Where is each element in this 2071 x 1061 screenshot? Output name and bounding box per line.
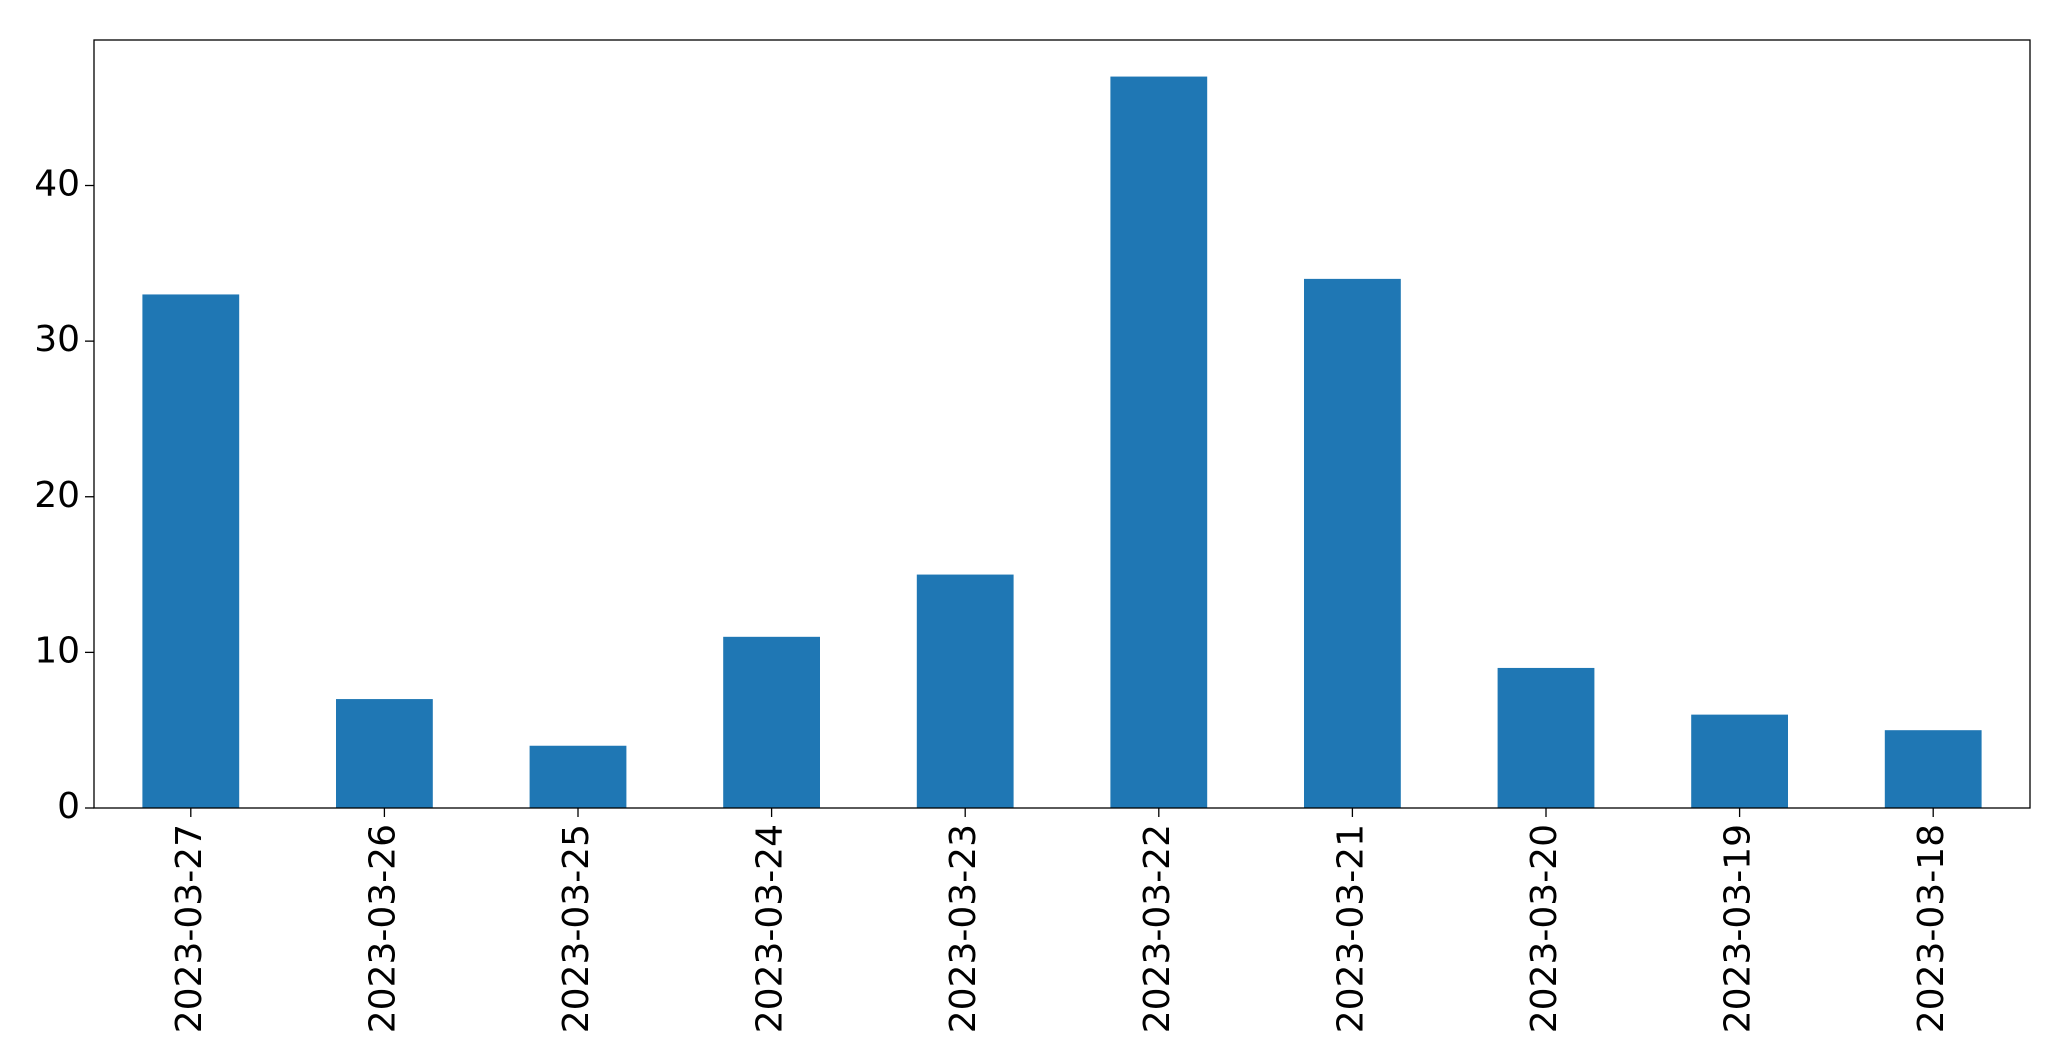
x-tick-label: 2023-03-21 (1330, 824, 1371, 1033)
y-tick-label: 10 (34, 630, 80, 671)
bar (1884, 730, 1982, 808)
x-tick-label: 2023-03-27 (169, 824, 210, 1033)
bar (336, 699, 433, 808)
x-tick-label: 2023-03-26 (362, 824, 403, 1033)
bar (1304, 278, 1401, 808)
bar (142, 294, 240, 809)
bar (723, 636, 820, 808)
bar (1110, 76, 1208, 809)
y-tick-label: 20 (34, 475, 80, 516)
x-tick-label: 2023-03-19 (1718, 824, 1759, 1033)
bar (529, 745, 627, 808)
x-tick-label: 2023-03-23 (943, 824, 984, 1033)
x-tick-label: 2023-03-24 (750, 824, 791, 1033)
y-tick-label: 40 (34, 164, 80, 205)
x-tick-label: 2023-03-22 (1137, 824, 1178, 1033)
bar (1691, 714, 1788, 808)
x-tick-label: 2023-03-20 (1524, 824, 1565, 1033)
x-tick-label: 2023-03-18 (1911, 824, 1952, 1033)
bar (916, 574, 1014, 808)
plot-frame (93, 39, 2031, 809)
y-tick-label: 30 (34, 319, 80, 360)
x-tick-label: 2023-03-25 (556, 824, 597, 1033)
y-tick-label: 0 (57, 786, 80, 827)
bar (1497, 667, 1595, 808)
